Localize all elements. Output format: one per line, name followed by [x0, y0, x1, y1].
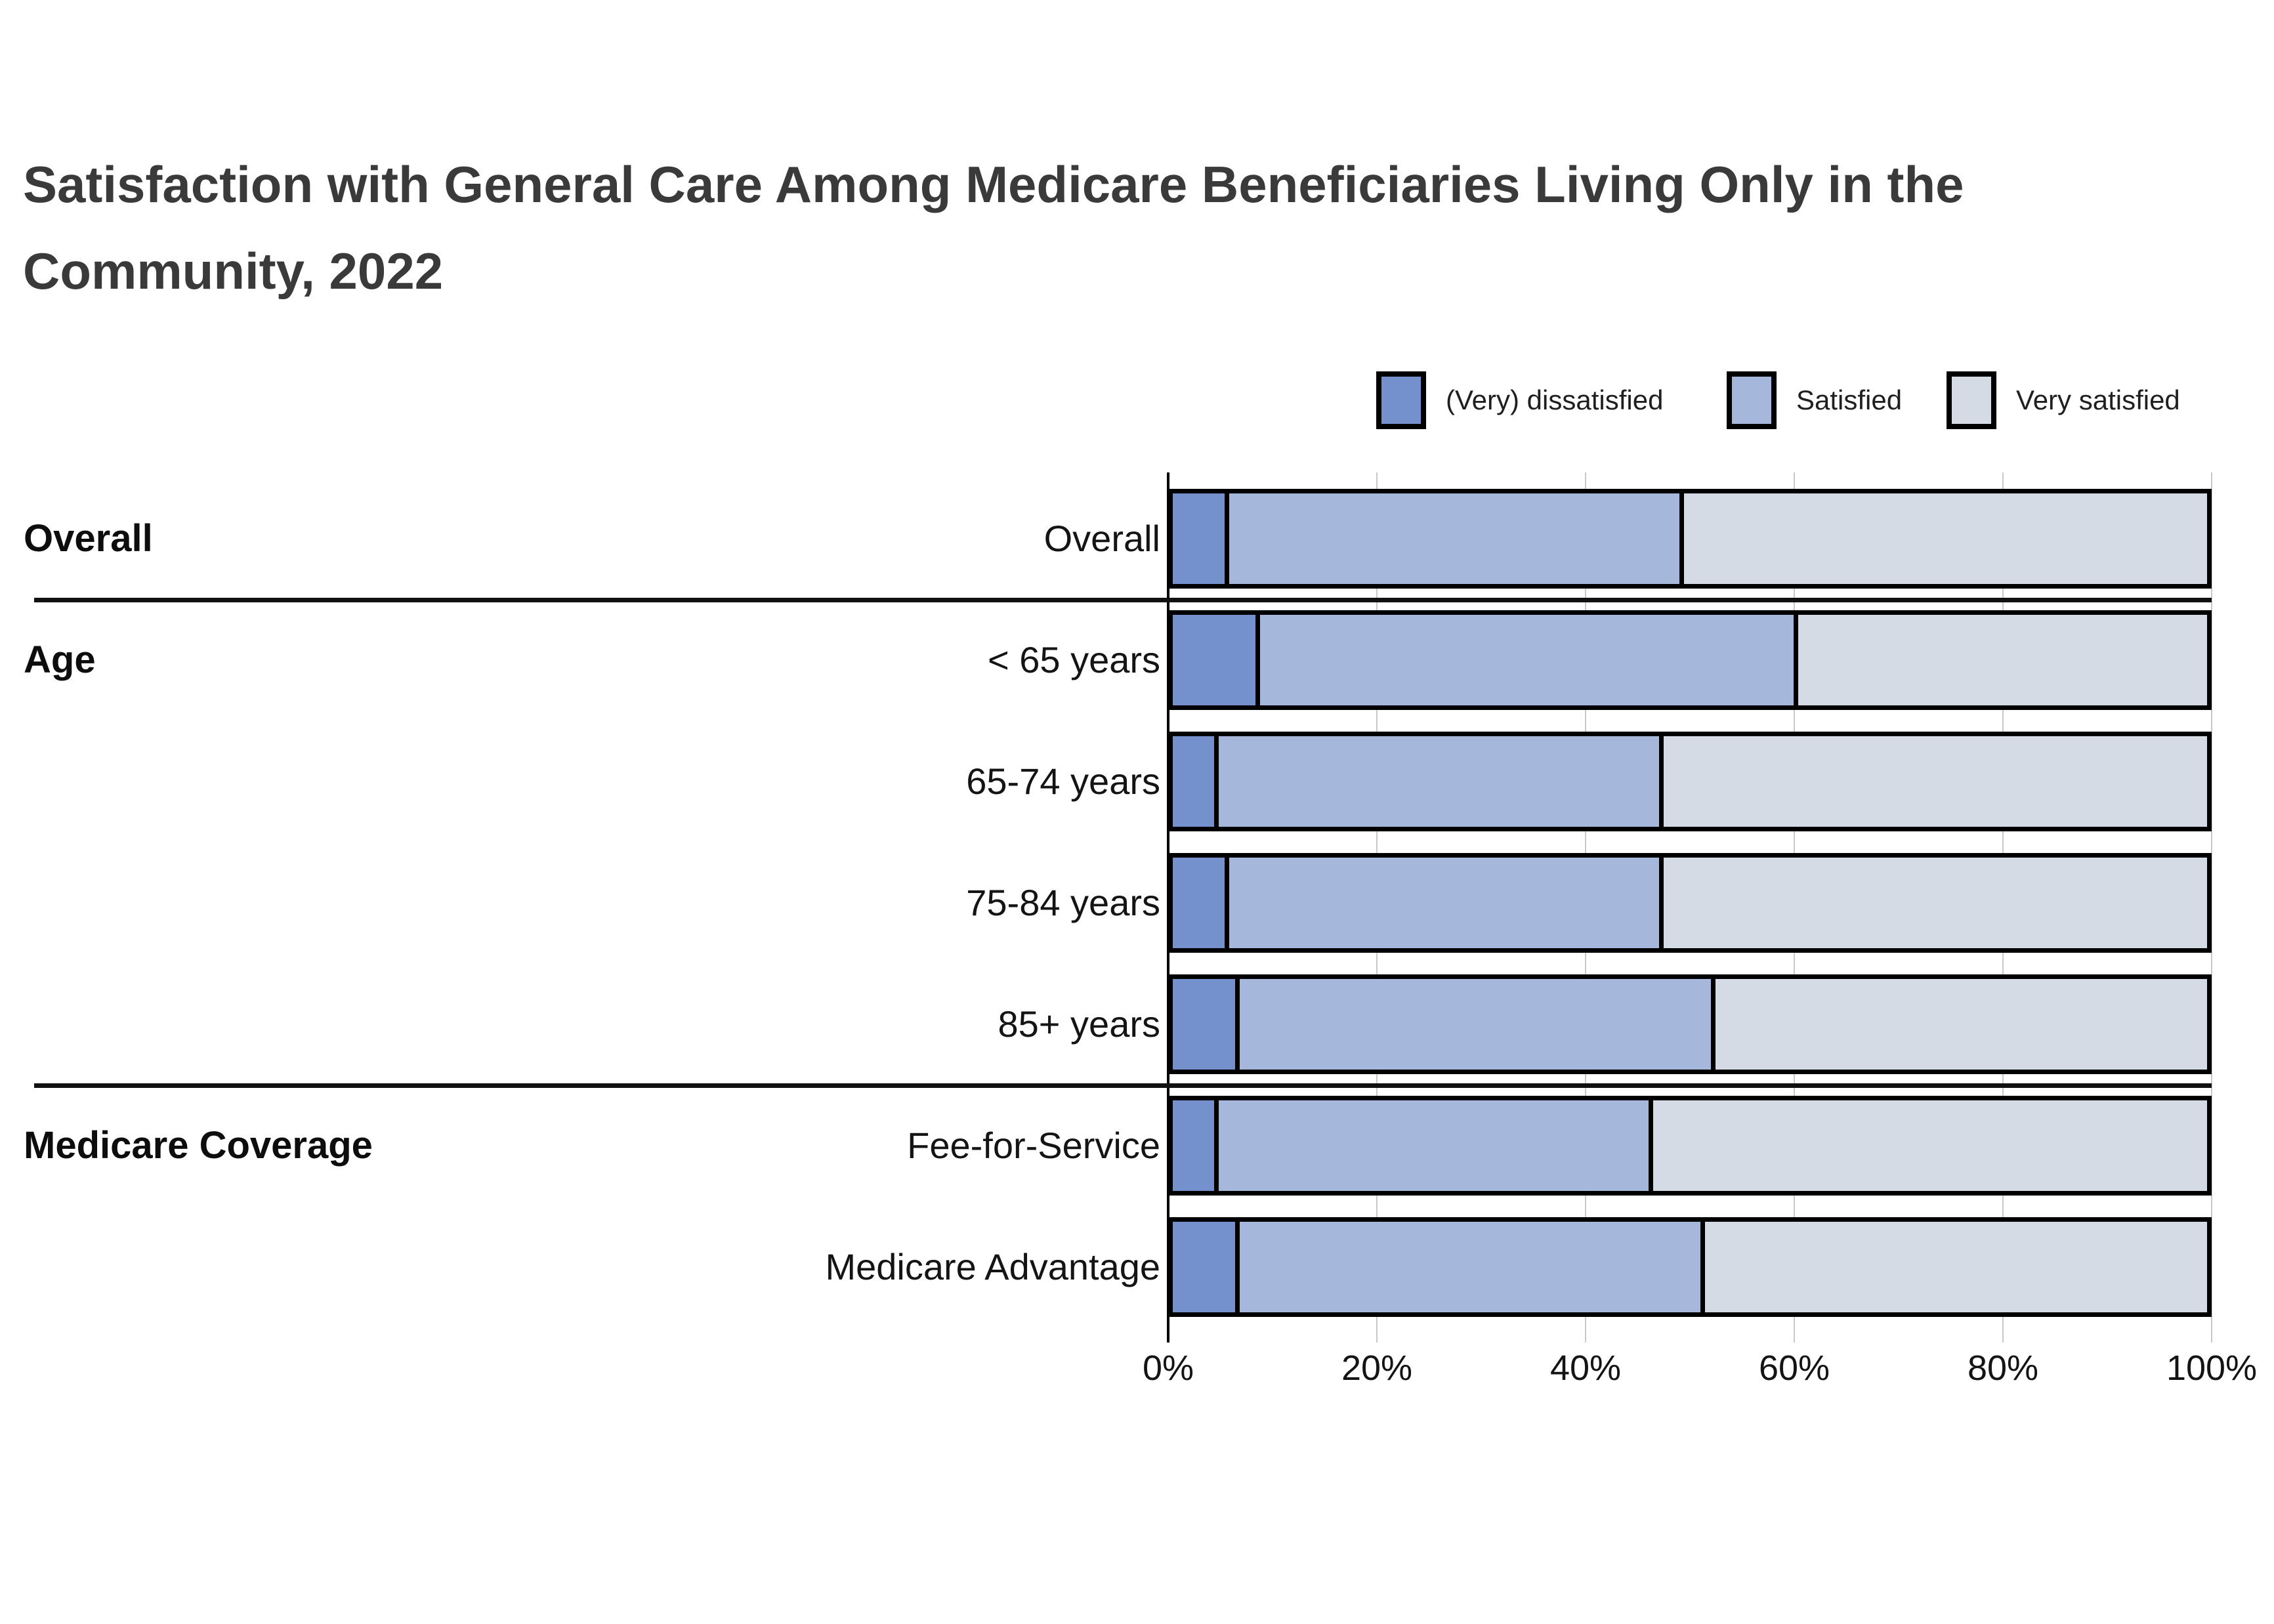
bar-row-overall — [1168, 489, 2212, 589]
row-label-medicare-advantage: Medicare Advantage — [825, 1246, 1160, 1287]
bar-row-65-74-years — [1168, 732, 2212, 831]
bar-segment-satisfied — [1234, 1222, 1700, 1312]
section-label-age: Age — [24, 638, 96, 681]
bar-segment-very-satisfied — [1658, 736, 2207, 827]
bar-segment-satisfied — [1234, 979, 1711, 1070]
page-title: Satisfaction with General Care Among Med… — [23, 141, 1964, 314]
bar-segment-very-satisfied — [1700, 1222, 2207, 1312]
section-separator — [34, 598, 2212, 602]
row-label-65-years: < 65 years — [987, 639, 1160, 680]
row-label-65-74-years: 65-74 years — [966, 760, 1160, 802]
bar-segment-very-dissatisfied — [1173, 1100, 1215, 1191]
legend-label: Satisfied — [1796, 385, 1903, 415]
x-tick-label: 40% — [1549, 1348, 1622, 1388]
legend-label: (Very) dissatisfied — [1446, 385, 1664, 415]
bar-row-65-years — [1168, 610, 2212, 710]
section-label-medicare-coverage: Medicare Coverage — [24, 1124, 373, 1167]
legend-label: Very satisfied — [2016, 385, 2180, 415]
bar-segment-satisfied — [1214, 736, 1659, 827]
bar-segment-very-dissatisfied — [1173, 615, 1256, 705]
legend-swatch-very-satisfied — [1947, 371, 1996, 429]
bar-segment-very-dissatisfied — [1173, 858, 1225, 948]
bar-segment-satisfied — [1224, 493, 1680, 584]
x-tick-label: 60% — [1758, 1348, 1830, 1388]
bar-row-85-years — [1168, 974, 2212, 1074]
row-label-75-84-years: 75-84 years — [966, 882, 1160, 923]
legend-swatch-very-dissatisfied — [1376, 371, 1426, 429]
bar-segment-very-satisfied — [1793, 615, 2207, 705]
legend-item-very-satisfied: Very satisfied — [1947, 371, 2180, 430]
bar-segment-very-dissatisfied — [1173, 1222, 1235, 1312]
row-label-fee-for-service: Fee-for-Service — [907, 1125, 1160, 1166]
bar-segment-satisfied — [1224, 858, 1659, 948]
bar-segment-very-dissatisfied — [1173, 493, 1225, 584]
row-label-85-years: 85+ years — [998, 1003, 1161, 1045]
bar-segment-very-satisfied — [1658, 858, 2207, 948]
x-tick-label: 0% — [1142, 1348, 1194, 1388]
bar-row-fee-for-service — [1168, 1096, 2212, 1196]
bar-segment-very-satisfied — [1679, 493, 2207, 584]
bar-row-medicare-advantage — [1168, 1217, 2212, 1317]
bar-segment-very-satisfied — [1648, 1100, 2207, 1191]
bar-segment-very-dissatisfied — [1173, 736, 1215, 827]
legend-item-very-dissatisfied: (Very) dissatisfied — [1376, 371, 1663, 430]
section-separator — [34, 1083, 2212, 1088]
gridline — [2211, 472, 2212, 1343]
bar-segment-satisfied — [1255, 615, 1794, 705]
x-tick-label: 20% — [1341, 1348, 1413, 1388]
x-tick-label: 80% — [1967, 1348, 2039, 1388]
bar-row-75-84-years — [1168, 853, 2212, 953]
bar-segment-very-satisfied — [1710, 979, 2207, 1070]
x-tick-label: 100% — [2166, 1348, 2258, 1388]
title-line-1: Satisfaction with General Care Among Med… — [23, 156, 1964, 213]
bar-segment-satisfied — [1214, 1100, 1649, 1191]
row-label-overall: Overall — [1043, 518, 1160, 559]
legend-item-satisfied: Satisfied — [1727, 371, 1902, 430]
section-label-overall: Overall — [24, 517, 153, 560]
bar-segment-very-dissatisfied — [1173, 979, 1235, 1070]
title-line-2: Community, 2022 — [23, 242, 444, 300]
legend-swatch-satisfied — [1727, 371, 1777, 429]
